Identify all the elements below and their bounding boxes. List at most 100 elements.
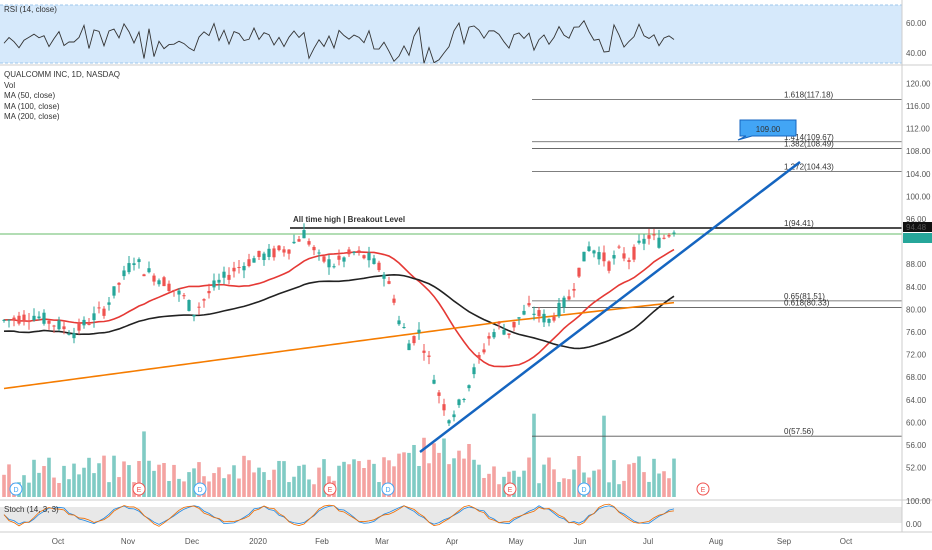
candle-body	[607, 261, 611, 271]
fib-label: 0(57.56)	[784, 427, 814, 436]
fib-label: 0.618(80.33)	[784, 299, 830, 308]
volume-bar	[292, 476, 296, 497]
candle-body	[137, 259, 141, 263]
volume-bar	[362, 468, 366, 497]
price-tick: 100.00	[906, 192, 931, 201]
rsi-series	[3, 19, 675, 64]
candle-body	[17, 315, 21, 324]
volume-bar	[532, 413, 536, 497]
legend: QUALCOMM INC, 1D, NASDAQ Vol MA (50, clo…	[4, 70, 120, 123]
candle-body	[277, 245, 281, 251]
target-callout-text: 109.00	[756, 125, 781, 134]
candle-body	[387, 281, 391, 284]
candle-body	[172, 289, 176, 291]
volume-bar	[387, 460, 391, 497]
candle-body	[47, 320, 51, 324]
event-marker-label: D	[385, 487, 390, 494]
price-tick: 96.00	[906, 215, 927, 224]
event-marker[interactable]	[323, 482, 337, 496]
volume-bar	[32, 459, 36, 497]
stoch-k	[3, 505, 675, 525]
event-marker[interactable]	[503, 482, 517, 496]
volume-bar	[42, 466, 46, 497]
time-axis: Oct Nov Dec 2020 Feb Mar Apr May Jun Jul Aug Sep Oct	[52, 537, 853, 546]
volume-bar	[47, 457, 51, 497]
volume-bar	[122, 461, 126, 497]
volume-bar	[92, 473, 96, 497]
candle-body	[492, 332, 496, 338]
candle-body	[142, 274, 146, 277]
candle-body	[107, 302, 111, 305]
event-marker[interactable]	[381, 482, 395, 496]
candle-body	[462, 398, 466, 400]
candle-body	[582, 251, 586, 262]
volume-bar	[372, 463, 376, 497]
volume-bar	[457, 450, 461, 497]
candle-body	[527, 303, 531, 306]
candle-body	[52, 325, 56, 327]
time-tick: 2020	[249, 537, 267, 546]
event-marker[interactable]	[193, 482, 207, 496]
volume-bar	[597, 469, 601, 497]
candle-body	[517, 317, 521, 319]
candle-body	[632, 246, 636, 260]
price-tick: 64.00	[906, 396, 927, 405]
time-tick: Aug	[709, 537, 723, 546]
volume-bar	[512, 470, 516, 497]
volume-bar	[477, 464, 481, 497]
event-marker-label: E	[328, 487, 333, 494]
candle-body	[262, 253, 266, 261]
event-marker[interactable]	[696, 482, 710, 496]
candle-body	[457, 399, 461, 406]
candle-body	[332, 266, 336, 268]
candle-body	[72, 333, 76, 339]
candle-body	[602, 252, 606, 262]
volume-bar	[212, 473, 216, 497]
volume-bar	[442, 438, 446, 497]
candle-body	[227, 274, 231, 280]
candle-body	[152, 275, 156, 282]
price-axis: 120.00 116.00 112.00 108.00 104.00 100.00 96.0…	[906, 79, 931, 472]
candle-body	[67, 333, 71, 335]
volume-bar	[542, 464, 546, 497]
candle-body	[322, 256, 326, 262]
candle-body	[257, 250, 261, 257]
candle-body	[547, 318, 551, 323]
candle-body	[402, 327, 406, 329]
volume-bar	[237, 478, 241, 497]
candle-body	[362, 255, 366, 259]
candle-body	[267, 248, 271, 257]
time-tick: Oct	[840, 537, 853, 546]
candle-body	[317, 252, 321, 254]
event-marker-label: E	[701, 487, 706, 494]
candle-body	[382, 274, 386, 279]
volume-bar	[592, 470, 596, 497]
event-marker[interactable]	[132, 482, 146, 496]
trendline[interactable]	[419, 161, 801, 453]
ma200-line	[3, 301, 675, 390]
volume-bar	[157, 464, 161, 497]
candle-body	[287, 249, 291, 254]
volume-bar	[142, 431, 146, 497]
event-marker[interactable]	[577, 482, 591, 496]
price-tick: 108.00	[906, 147, 931, 156]
volume-bar	[567, 479, 571, 497]
volume-bar	[657, 473, 661, 497]
price-tick: 84.00	[906, 283, 927, 292]
candle-body	[147, 268, 151, 273]
volume-bar	[462, 458, 466, 497]
event-marker-label: E	[137, 487, 142, 494]
candle-body	[117, 282, 121, 285]
volume-bar	[137, 461, 141, 497]
candle-body	[567, 296, 571, 300]
time-tick: Feb	[315, 537, 329, 546]
candle-body	[612, 255, 616, 259]
event-marker[interactable]	[9, 482, 23, 496]
target-callout[interactable]: 109.00	[737, 119, 797, 141]
volume-bar	[547, 457, 551, 497]
rsi-title: RSI (14, close)	[4, 5, 57, 14]
volume-bar	[407, 452, 411, 497]
candle-body	[437, 392, 441, 396]
volume-bar	[617, 484, 621, 497]
